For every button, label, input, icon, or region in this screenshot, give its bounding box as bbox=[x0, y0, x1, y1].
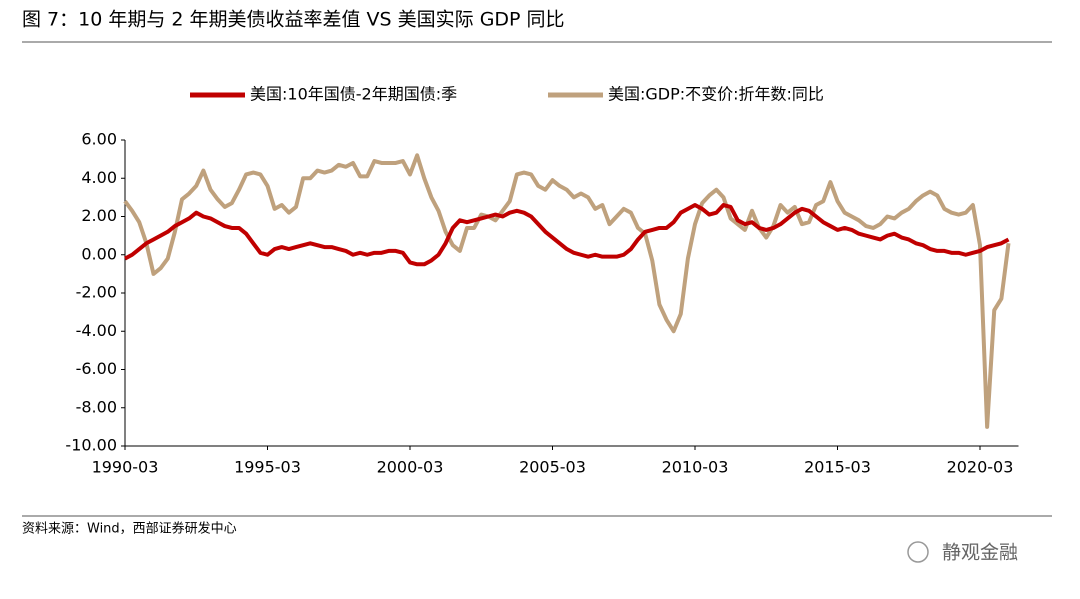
y-tick-label: -10.00 bbox=[65, 436, 117, 455]
y-tick-label: -2.00 bbox=[76, 283, 117, 302]
y-tick-label: -8.00 bbox=[76, 397, 117, 416]
x-tick-label: 1990-03 bbox=[92, 458, 159, 477]
legend-label: 美国:GDP:不变价:折年数:同比 bbox=[608, 85, 824, 104]
series-line bbox=[123, 153, 1011, 429]
source: 资料来源：Wind，西部证券研发中心 bbox=[22, 521, 237, 537]
y-tick-label: 6.00 bbox=[81, 130, 117, 149]
x-tick-label: 2005-03 bbox=[519, 458, 586, 477]
y-tick-label: 2.00 bbox=[81, 206, 117, 225]
y-tick-label: 0.00 bbox=[81, 244, 117, 263]
x-tick-label: 2015-03 bbox=[804, 458, 871, 477]
x-tick-label: 1995-03 bbox=[234, 458, 301, 477]
watermark-icon bbox=[907, 541, 929, 563]
x-tick-label: 2020-03 bbox=[947, 458, 1014, 477]
x-tick-label: 2010-03 bbox=[662, 458, 729, 477]
watermark: 静观金融 bbox=[942, 542, 1018, 564]
y-tick-label: 4.00 bbox=[81, 168, 117, 187]
chart-title: 图 7：10 年期与 2 年期美债收益率差值 VS 美国实际 GDP 同比 bbox=[22, 9, 565, 31]
x-tick-label: 2000-03 bbox=[377, 458, 444, 477]
y-tick-label: -4.00 bbox=[76, 321, 117, 340]
y-tick-label: -6.00 bbox=[76, 359, 117, 378]
legend-label: 美国:10年国债-2年期国债:季 bbox=[250, 85, 457, 104]
series-line bbox=[124, 203, 1010, 267]
